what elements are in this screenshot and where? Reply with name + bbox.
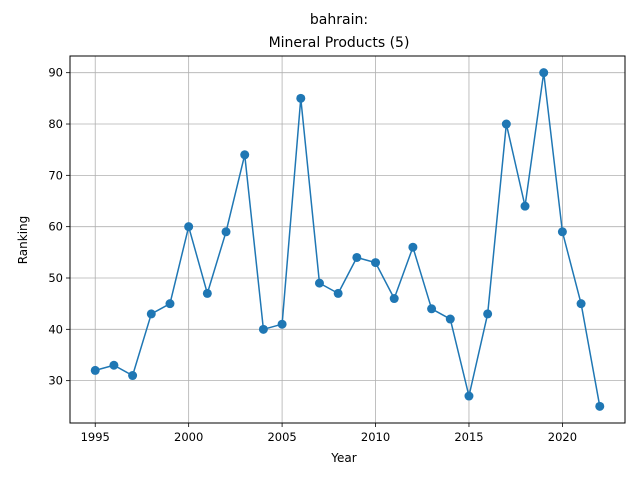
data-point [202,288,212,298]
y-tick-label: 50 [48,271,63,285]
y-tick-label: 40 [48,322,63,336]
data-point [258,324,268,334]
x-tick-label: 2020 [548,430,577,444]
data-point [277,319,287,329]
x-tick-label: 2015 [454,430,483,444]
data-point [314,278,324,288]
data-point [296,93,306,103]
data-point [483,309,493,319]
data-point [557,227,567,237]
y-tick-label: 80 [48,117,63,131]
data-point [146,309,156,319]
plot-frame [69,55,626,424]
chart-title-line1: bahrain: [310,12,368,28]
data-point [408,242,418,252]
data-point [221,227,231,237]
y-axis-label: Ranking [16,216,30,265]
data-point [445,314,455,324]
chart-title-line2: Mineral Products (5) [269,35,410,51]
data-point [520,201,530,211]
x-tick-label: 2010 [361,430,390,444]
data-point [333,288,343,298]
data-point [109,360,119,370]
series-layer [90,68,605,411]
data-point [576,299,586,309]
data-point [427,304,437,314]
data-point [595,401,605,411]
x-axis-label: Year [330,451,356,465]
y-tick-label: 60 [48,220,63,234]
data-point [90,365,100,375]
x-tick-label: 1995 [81,430,110,444]
ticks: 1995 2000 2005 2010 2015 2020 30 40 50 60 70 80 90 [48,66,577,444]
data-point [184,222,194,232]
x-tick-label: 2000 [174,430,203,444]
data-point [539,68,549,78]
data-point [371,258,381,268]
grid [70,56,625,423]
data-point [240,150,250,160]
series-line [95,71,601,407]
y-tick-label: 70 [48,168,63,182]
data-point [501,119,511,129]
y-tick-label: 30 [48,374,63,388]
x-tick-label: 2005 [267,430,296,444]
data-point [464,391,474,401]
data-point [352,252,362,262]
data-point [389,294,399,304]
data-point [128,371,138,381]
data-point [165,299,175,309]
y-tick-label: 90 [48,66,63,80]
